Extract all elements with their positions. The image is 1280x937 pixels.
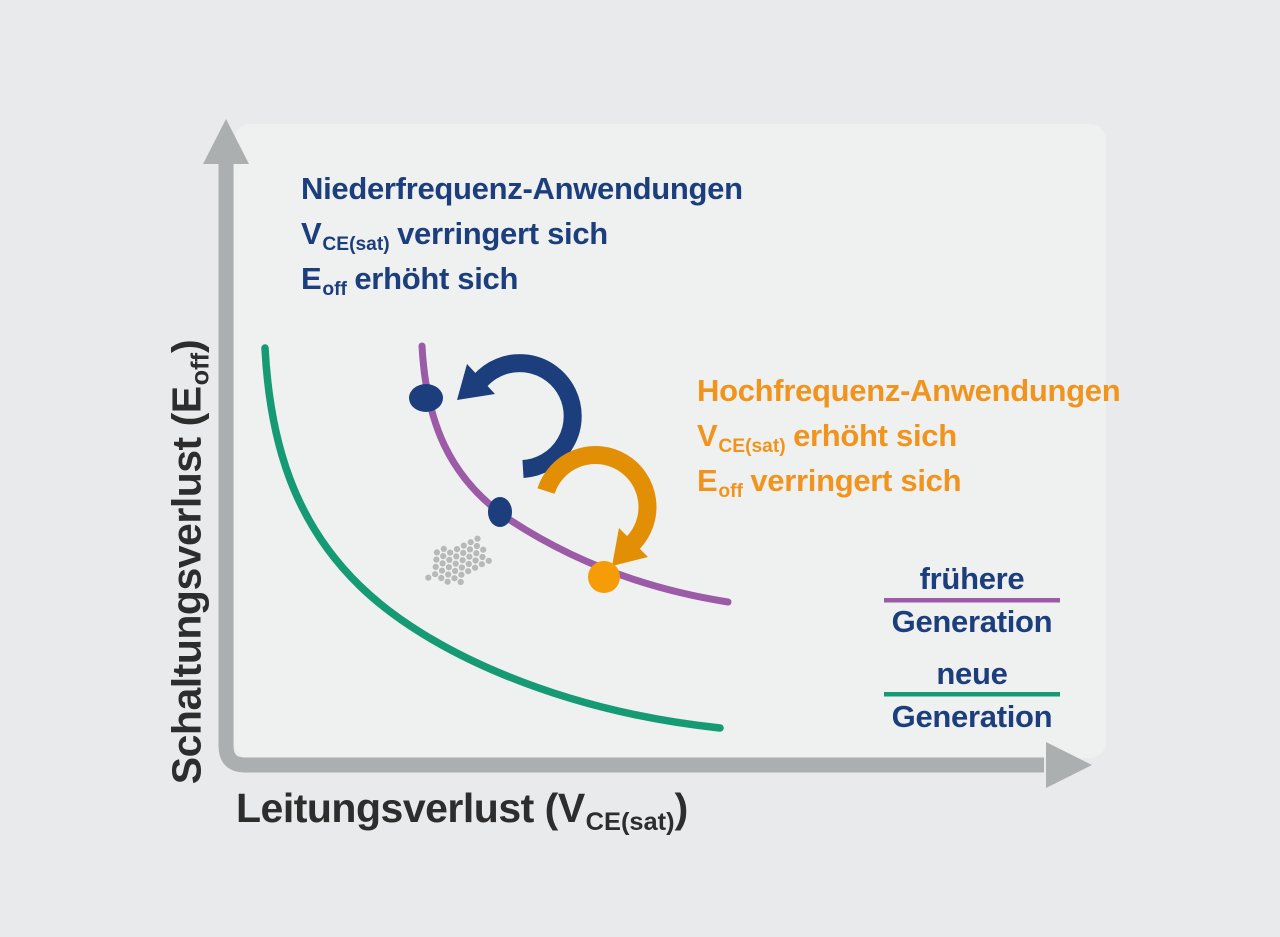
halftone-dot — [466, 553, 473, 560]
legend-earlier-generation-bottom-label: Generation — [891, 604, 1053, 639]
legend-line-new-generation — [884, 692, 1060, 697]
annotation-high-frequency: Hochfrequenz-Anwendungen VCE(sat) erhöht … — [697, 368, 1121, 503]
y-axis-label-main: Schaltungsverlust (E — [163, 386, 210, 785]
low-frequency-arrowhead-icon — [457, 364, 495, 400]
annotation-high-frequency-line2-text: erhöht sich — [793, 418, 957, 453]
vcesat-subscript: CE(sat) — [718, 436, 786, 458]
y-axis-label-suffix: ) — [163, 339, 210, 353]
halftone-dot — [479, 553, 486, 561]
vcesat-subscript: CE(sat) — [322, 234, 390, 256]
eoff-symbol: E — [697, 463, 718, 498]
legend-new-generation-bottom-label: Generation — [891, 699, 1053, 734]
legend-earlier-generation-top-label: frühere — [919, 561, 1025, 596]
halftone-dot — [452, 560, 459, 567]
halftone-dot — [474, 535, 481, 542]
halftone-dot — [445, 564, 452, 571]
low-frequency-direction-arrow — [473, 354, 582, 478]
halftone-dot — [451, 575, 458, 582]
halftone-dot — [467, 539, 474, 546]
halftone-dot — [446, 556, 453, 564]
marker-start-point — [488, 497, 512, 527]
halftone-arrow-icon — [425, 535, 492, 586]
halftone-dot — [485, 557, 492, 564]
halftone-dot — [425, 574, 432, 581]
halftone-dot — [458, 564, 465, 571]
x-axis-arrowhead-icon — [1046, 742, 1092, 788]
legend-line-earlier-generation — [884, 598, 1060, 603]
halftone-dot — [432, 571, 439, 578]
y-axis-label: Schaltungsverlust (Eoff) — [163, 339, 215, 785]
halftone-dot — [444, 578, 451, 585]
halftone-dot — [440, 553, 447, 560]
halftone-dot — [478, 561, 485, 568]
y-axis-arrowhead-icon — [203, 119, 249, 164]
y-axis-label-subscript: off — [186, 352, 215, 386]
halftone-dot — [460, 549, 467, 557]
halftone-dot — [457, 578, 464, 586]
marker-low-frequency-point — [409, 384, 443, 412]
eoff-subscript: off — [718, 481, 743, 503]
vcesat-symbol: V — [697, 418, 718, 453]
halftone-dot — [433, 556, 440, 563]
halftone-dot — [466, 546, 474, 553]
vcesat-symbol: V — [301, 216, 322, 251]
halftone-dot — [473, 550, 480, 557]
annotation-high-frequency-line2: VCE(sat) erhöht sich — [697, 413, 1120, 458]
annotation-low-frequency: Niederfrequenz-Anwendungen VCE(sat) verri… — [301, 166, 743, 301]
halftone-dot — [438, 567, 446, 574]
annotation-low-frequency-line3: Eoff erhöht sich — [301, 256, 743, 301]
x-axis-label: Leitungsverlust (VCE(sat)) — [236, 785, 689, 836]
annotation-low-frequency-line2-text: verringert sich — [397, 216, 608, 251]
halftone-dot — [452, 567, 459, 575]
halftone-dot — [439, 560, 446, 567]
annotation-low-frequency-line3-text: erhöht sich — [354, 261, 519, 296]
halftone-dot — [438, 574, 445, 582]
halftone-dot — [458, 571, 465, 578]
legend-new-generation-top-label: neue — [936, 656, 1008, 691]
halftone-dot — [460, 542, 467, 549]
annotation-low-frequency-line2: VCE(sat) verringert sich — [301, 211, 743, 256]
halftone-dot — [447, 549, 454, 556]
halftone-dot — [433, 549, 440, 556]
halftone-dot — [472, 557, 479, 564]
halftone-dot — [453, 553, 460, 560]
annotation-high-frequency-line3: Eoff verringert sich — [697, 458, 1120, 503]
axis-lines — [218, 162, 1044, 773]
x-axis-label-subscript: CE(sat) — [585, 808, 675, 837]
halftone-dot — [459, 557, 466, 564]
halftone-dot — [465, 560, 472, 568]
halftone-dot — [432, 563, 439, 571]
high-frequency-arrowhead-icon — [612, 528, 648, 566]
halftone-dot — [472, 564, 479, 571]
halftone-dot — [480, 546, 487, 553]
halftone-dot — [440, 545, 447, 553]
high-frequency-direction-arrow — [537, 446, 657, 550]
halftone-dot — [445, 571, 452, 578]
curve-new-generation — [261, 344, 724, 732]
halftone-dot — [465, 568, 472, 575]
x-axis-label-main: Leitungsverlust (V — [236, 785, 585, 831]
x-axis-label-suffix: ) — [674, 785, 689, 831]
annotation-low-frequency-title: Niederfrequenz-Anwendungen — [301, 171, 743, 206]
eoff-symbol: E — [301, 261, 322, 296]
annotation-high-frequency-line3-text: verringert sich — [750, 463, 962, 498]
eoff-subscript: off — [322, 279, 347, 301]
halftone-dot — [453, 546, 461, 553]
annotation-high-frequency-title: Hochfrequenz-Anwendungen — [697, 373, 1121, 408]
marker-high-frequency-point — [588, 561, 620, 593]
halftone-dot — [473, 542, 480, 550]
